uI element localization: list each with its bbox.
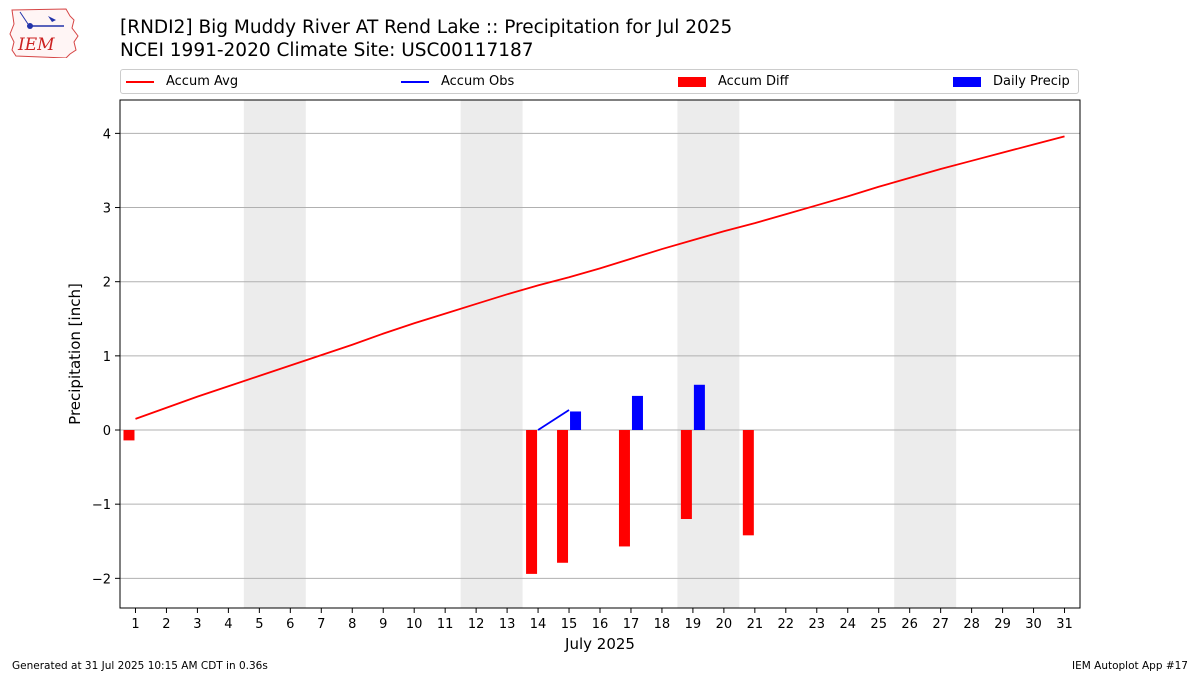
legend-item-daily-precip: Daily Precip xyxy=(953,74,1070,89)
x-tick-label: 3 xyxy=(193,617,201,632)
x-tick-label: 14 xyxy=(530,617,547,632)
app-footer: IEM Autoplot App #17 xyxy=(1072,660,1188,672)
x-tick-label: 31 xyxy=(1056,617,1073,632)
x-tick-label: 6 xyxy=(286,617,294,632)
x-tick-label: 18 xyxy=(654,617,671,632)
logo-text: IEM xyxy=(17,35,55,55)
legend-label-accum-obs: Accum Obs xyxy=(441,74,515,89)
accum-diff-bar xyxy=(742,430,754,536)
legend-label-accum-avg: Accum Avg xyxy=(166,74,239,89)
x-tick-label: 23 xyxy=(809,617,826,632)
accum-avg-line xyxy=(135,135,1065,420)
x-tick-label: 11 xyxy=(437,617,454,632)
x-tick-label: 13 xyxy=(499,617,516,632)
daily-precip-bar xyxy=(570,411,582,431)
x-tick-label: 17 xyxy=(623,617,640,632)
legend-swatch-accum-avg xyxy=(126,80,154,83)
x-axis-label: July 2025 xyxy=(564,635,635,653)
accum-diff-bar xyxy=(557,430,569,563)
x-tick-label: 9 xyxy=(379,617,387,632)
legend-swatch-accum-obs xyxy=(401,80,429,83)
x-tick-label: 29 xyxy=(994,617,1011,632)
x-tick-label: 22 xyxy=(778,617,795,632)
accum-obs-line xyxy=(537,409,570,431)
x-tick-label: 10 xyxy=(406,617,423,632)
y-tick-label: 1 xyxy=(103,350,111,365)
accum-diff-bar xyxy=(526,430,538,574)
x-tick-label: 2 xyxy=(162,617,170,632)
daily-precip-bar xyxy=(693,384,705,431)
chart-subtitle: NCEI 1991-2020 Climate Site: USC00117187 xyxy=(120,40,534,61)
x-tick-label: 24 xyxy=(839,617,856,632)
daily-precip-bar xyxy=(631,395,643,431)
legend-swatch-daily-precip xyxy=(953,76,981,87)
accum-diff-bar xyxy=(618,430,630,547)
weekend-band xyxy=(460,100,523,608)
legend-label-daily-precip: Daily Precip xyxy=(993,74,1070,89)
y-tick-label: 3 xyxy=(103,202,111,217)
x-tick-label: 8 xyxy=(348,617,356,632)
x-tick-label: 5 xyxy=(255,617,263,632)
x-tick-label: 20 xyxy=(716,617,733,632)
accum-diff-bar xyxy=(680,430,692,520)
x-tick-label: 16 xyxy=(592,617,609,632)
x-tick-label: 1 xyxy=(131,617,139,632)
x-tick-label: 26 xyxy=(901,617,918,632)
x-tick-label: 25 xyxy=(870,617,887,632)
legend-item-accum-diff: Accum Diff xyxy=(678,74,789,89)
x-tick-label: 30 xyxy=(1025,617,1042,632)
x-tick-label: 21 xyxy=(747,617,764,632)
legend-swatch-accum-diff xyxy=(678,76,706,87)
accum-diff-bar xyxy=(123,430,135,441)
x-tick-label: 4 xyxy=(224,617,232,632)
x-tick-label: 15 xyxy=(561,617,578,632)
x-tick-label: 28 xyxy=(963,617,980,632)
legend-label-accum-diff: Accum Diff xyxy=(718,74,789,89)
generated-footer: Generated at 31 Jul 2025 10:15 AM CDT in… xyxy=(12,660,268,672)
x-tick-label: 19 xyxy=(685,617,702,632)
x-tick-label: 7 xyxy=(317,617,325,632)
y-tick-label: −1 xyxy=(92,498,111,513)
x-tick-label: 12 xyxy=(468,617,485,632)
y-tick-label: −2 xyxy=(92,572,111,587)
x-tick-label: 27 xyxy=(932,617,949,632)
legend-item-accum-obs: Accum Obs xyxy=(401,74,514,89)
y-tick-label: 2 xyxy=(103,276,111,291)
weekend-band xyxy=(243,100,306,608)
chart-title: [RNDI2] Big Muddy River AT Rend Lake :: … xyxy=(120,17,733,38)
iem-logo: IEM xyxy=(9,8,79,58)
y-axis-label: Precipitation [inch] xyxy=(66,283,84,425)
y-tick-label: 0 xyxy=(103,424,111,439)
legend-item-accum-avg: Accum Avg xyxy=(126,74,238,89)
weekend-band xyxy=(677,100,740,608)
legend: Accum Avg Accum Obs Accum Diff Daily Pre… xyxy=(120,69,1079,94)
weekend-band xyxy=(894,100,957,608)
y-tick-label: 4 xyxy=(103,127,111,142)
